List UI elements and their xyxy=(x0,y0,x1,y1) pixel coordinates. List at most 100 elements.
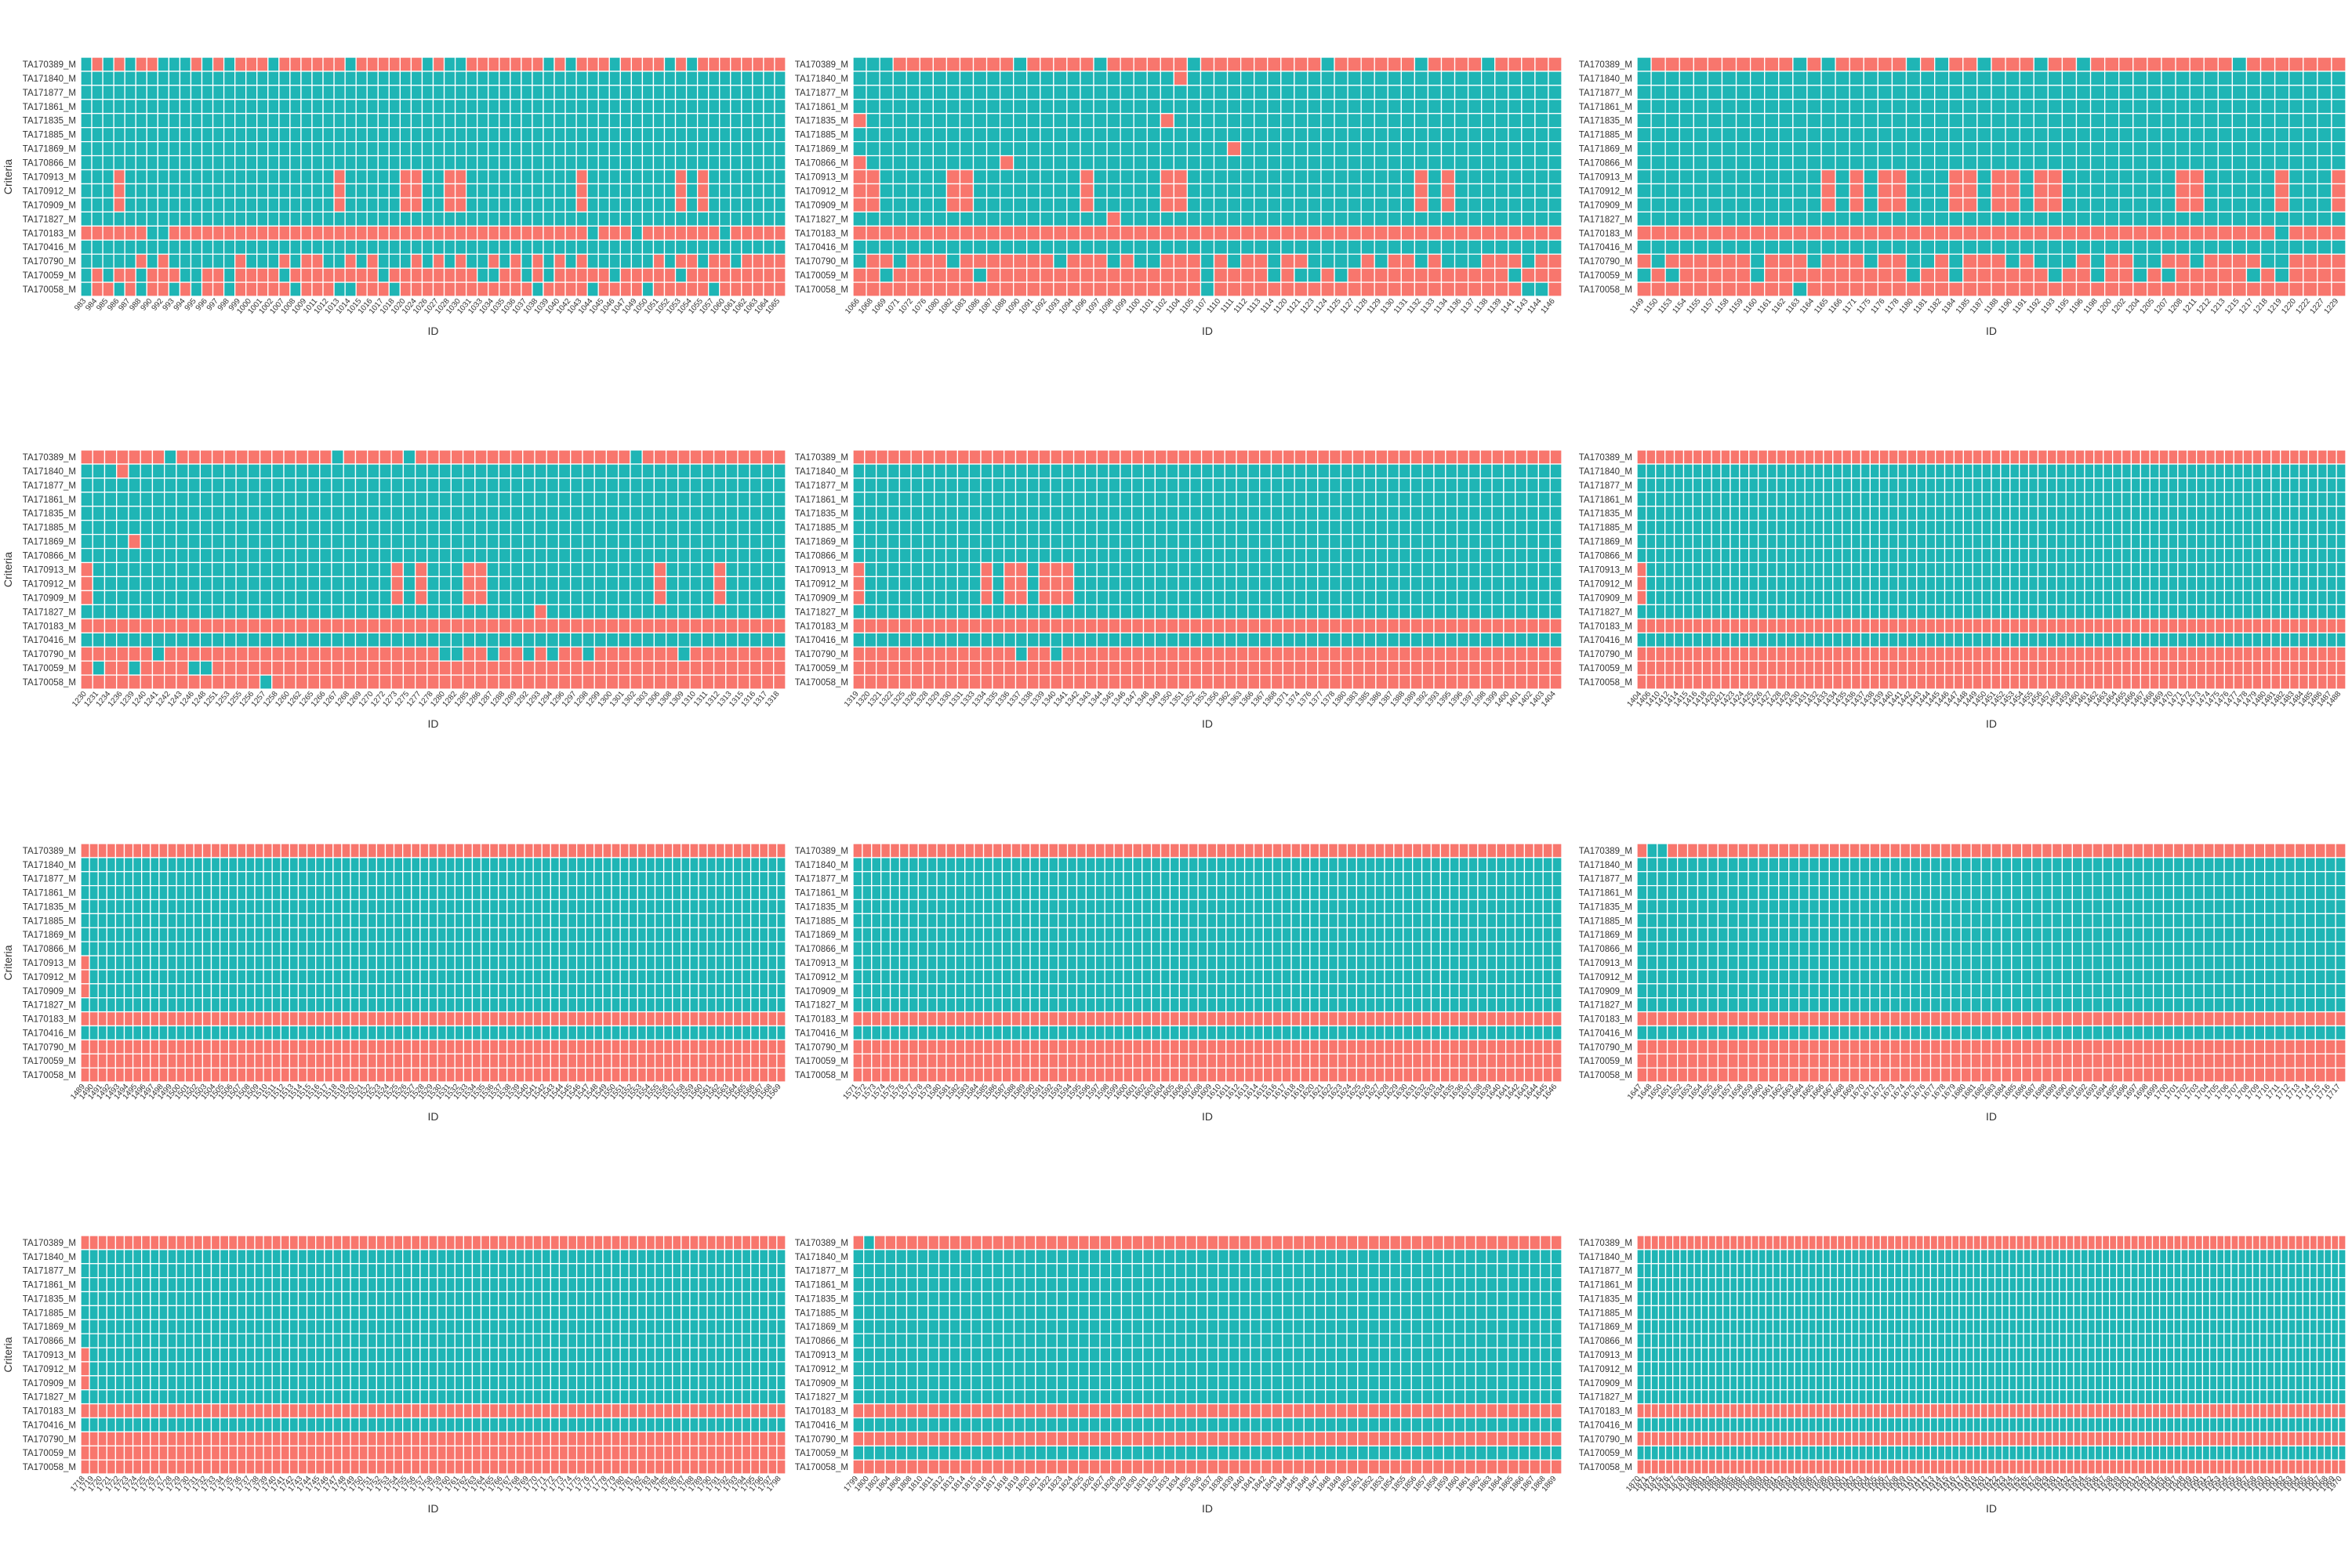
heatmap-cell xyxy=(741,239,753,255)
heatmap-cell xyxy=(1200,113,1215,129)
heatmap-cell xyxy=(1491,492,1504,507)
heatmap-cell xyxy=(1038,449,1051,465)
heatmap-cell xyxy=(968,492,982,507)
heatmap-cell xyxy=(1050,463,1063,479)
heatmap-cell xyxy=(652,225,666,241)
heatmap-cell xyxy=(1905,281,1922,297)
heatmap-cell xyxy=(235,520,249,535)
heatmap-cell xyxy=(259,506,273,521)
heatmap-cell xyxy=(945,561,959,578)
row-label: TA170790_M xyxy=(1579,257,1632,267)
heatmap-cell xyxy=(641,492,655,507)
col-label: 1153 xyxy=(1657,297,1675,316)
heatmap-cell xyxy=(741,113,753,129)
heatmap-cell xyxy=(1820,154,1836,171)
heatmap-cell xyxy=(1320,85,1335,100)
heatmap-cell xyxy=(2161,71,2176,86)
heatmap-cell xyxy=(879,253,894,269)
heatmap-cell xyxy=(1891,169,1907,185)
heatmap-cell xyxy=(932,239,948,255)
heatmap-cell xyxy=(256,140,269,157)
heatmap-cell xyxy=(532,99,544,114)
heatmap-cell xyxy=(179,99,192,114)
heatmap-cell xyxy=(934,575,947,592)
heatmap-cell xyxy=(1080,183,1094,199)
heatmap-cell xyxy=(1053,267,1068,283)
heatmap-cell xyxy=(474,449,488,465)
heatmap-cell xyxy=(1093,225,1108,241)
heatmap-cell xyxy=(1467,183,1483,199)
heatmap-cell xyxy=(2132,281,2148,297)
heatmap-cell xyxy=(1707,281,1723,297)
heatmap-cell xyxy=(906,225,920,241)
heatmap-cell xyxy=(1280,183,1295,199)
heatmap-cell xyxy=(199,604,213,619)
heatmap-cell xyxy=(211,618,225,633)
heatmap-cell xyxy=(1387,85,1402,100)
heatmap-cell xyxy=(124,225,136,241)
heatmap-cell xyxy=(1133,169,1148,185)
heatmap-cell xyxy=(432,281,445,297)
heatmap-cell xyxy=(256,239,269,255)
heatmap-cell xyxy=(575,239,588,255)
heatmap-cell xyxy=(454,183,467,199)
heatmap-cell xyxy=(477,225,489,241)
heatmap-cell xyxy=(212,267,225,283)
heatmap-cell xyxy=(510,492,524,507)
heatmap-cell xyxy=(1093,169,1108,185)
heatmap-cell xyxy=(972,113,988,129)
heatmap-cell xyxy=(674,211,688,227)
heatmap-cell xyxy=(1026,99,1041,114)
heatmap-cell xyxy=(1026,604,1040,619)
heatmap-cell xyxy=(488,85,500,100)
heatmap-cell xyxy=(2103,56,2120,72)
heatmap-cell xyxy=(1919,85,1936,100)
heatmap-cell xyxy=(1200,506,1214,521)
heatmap-cell xyxy=(630,154,644,171)
heatmap-cell xyxy=(2217,253,2234,269)
heatmap-cell xyxy=(864,561,877,578)
heatmap-cell xyxy=(354,575,368,592)
heatmap-cell xyxy=(103,477,118,493)
heatmap-cell xyxy=(1764,239,1780,255)
heatmap-cell xyxy=(421,127,434,143)
heatmap-cell xyxy=(1721,225,1737,241)
heatmap-cell xyxy=(2075,197,2092,213)
heatmap-cell xyxy=(80,561,93,578)
heatmap-cell xyxy=(968,506,982,521)
heatmap-cell xyxy=(1905,253,1922,269)
col-label: 1121 xyxy=(1285,297,1303,316)
heatmap-cell xyxy=(1515,520,1528,535)
heatmap-cell xyxy=(663,183,677,199)
heatmap-cell xyxy=(355,85,368,100)
heatmap-cell xyxy=(2147,99,2162,114)
heatmap-cell xyxy=(223,547,237,564)
heatmap-cell xyxy=(1414,225,1429,241)
heatmap-cell xyxy=(1328,463,1342,479)
heatmap-cell xyxy=(223,618,237,633)
heatmap-cell xyxy=(486,463,499,479)
heatmap-cell xyxy=(256,99,269,114)
heatmap-cell xyxy=(554,71,566,86)
heatmap-cell xyxy=(774,267,786,283)
heatmap-cell xyxy=(354,618,368,633)
heatmap-cell xyxy=(1026,183,1041,199)
heatmap-cell xyxy=(593,449,608,465)
heatmap-cell xyxy=(2217,169,2234,185)
heatmap-cell xyxy=(1991,71,2006,86)
heatmap-cell xyxy=(730,211,742,227)
heatmap-cell xyxy=(2047,113,2063,129)
heatmap-cell xyxy=(864,506,877,521)
heatmap-cell xyxy=(2331,140,2347,157)
heatmap-cell xyxy=(1200,197,1215,213)
heatmap-cell xyxy=(151,463,165,479)
heatmap-cell xyxy=(234,281,247,297)
heatmap-cell xyxy=(1294,56,1308,72)
heatmap-cell xyxy=(677,618,691,633)
heatmap-cell xyxy=(1334,239,1348,255)
heatmap-cell xyxy=(438,575,452,592)
heatmap-cell xyxy=(1433,463,1446,479)
heatmap-cell xyxy=(234,85,247,100)
heatmap-cell xyxy=(887,520,900,535)
